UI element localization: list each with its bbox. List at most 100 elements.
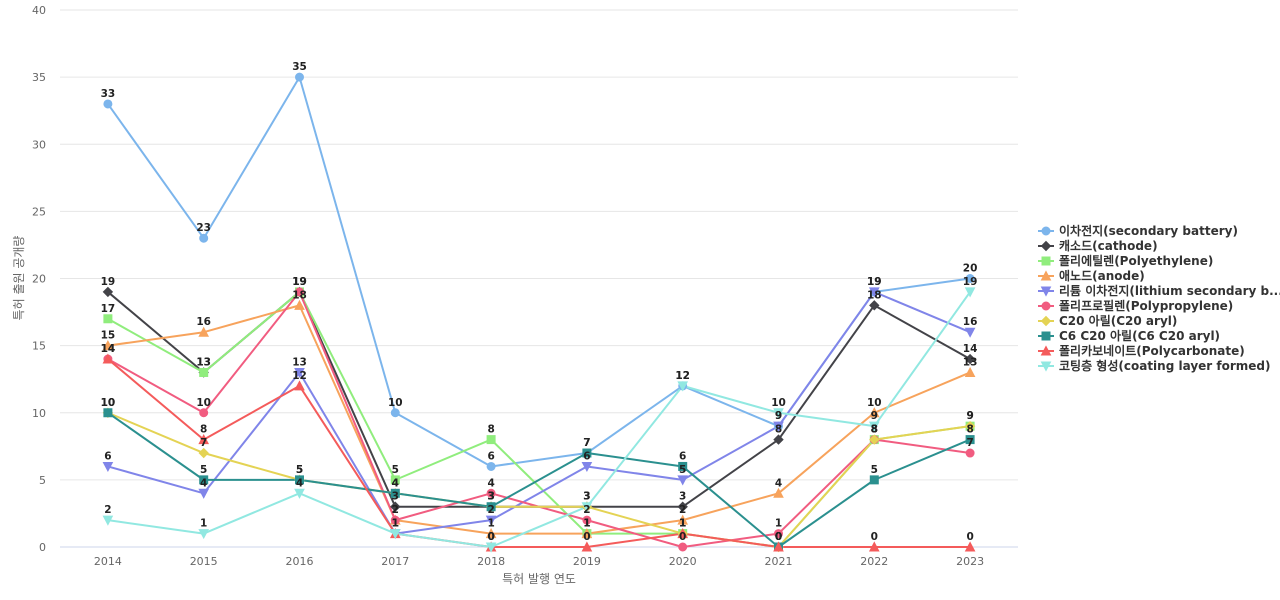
data-point[interactable] (965, 435, 975, 445)
data-point[interactable] (390, 488, 400, 498)
data-point[interactable] (294, 299, 305, 310)
data-point[interactable] (868, 287, 880, 298)
data-point[interactable] (581, 541, 593, 552)
data-point[interactable] (102, 286, 114, 298)
data-point[interactable] (485, 515, 497, 526)
data-point[interactable] (294, 380, 305, 391)
data-point[interactable] (678, 542, 688, 552)
data-point[interactable] (103, 99, 113, 109)
data-point[interactable] (677, 475, 689, 486)
legend-item[interactable]: C6 C20 아릴(C6 C20 aryl) (1038, 328, 1220, 343)
data-point[interactable] (677, 501, 688, 512)
data-point[interactable] (773, 408, 784, 419)
data-point[interactable] (773, 434, 784, 445)
data-point[interactable] (964, 287, 976, 298)
data-point[interactable] (198, 326, 210, 337)
data-point[interactable] (964, 353, 976, 365)
data-point[interactable] (677, 514, 689, 525)
data-point[interactable] (868, 407, 880, 418)
data-point[interactable] (486, 502, 496, 512)
legend-symbol[interactable] (1040, 240, 1052, 252)
data-point[interactable] (295, 72, 304, 82)
data-point[interactable] (485, 542, 497, 553)
data-point[interactable] (102, 461, 114, 473)
legend-item[interactable]: 캐소드(cathode) (1038, 239, 1158, 253)
data-point[interactable] (964, 366, 976, 377)
data-point[interactable] (869, 434, 880, 445)
legend-symbol[interactable] (1041, 226, 1051, 236)
data-label: 19 (292, 276, 307, 288)
legend-symbol[interactable] (1040, 270, 1052, 281)
x-tick-label: 2021 (765, 555, 793, 568)
data-point[interactable] (199, 367, 209, 377)
data-point[interactable] (199, 475, 209, 485)
legend-item[interactable]: 이차전지(secondary battery) (1038, 223, 1238, 238)
data-point[interactable] (964, 420, 976, 432)
data-point[interactable] (390, 475, 400, 485)
data-point[interactable] (294, 367, 305, 379)
data-point[interactable] (199, 408, 209, 418)
data-point[interactable] (581, 528, 593, 539)
data-label: 10 (388, 397, 403, 409)
legend-item[interactable]: 리튬 이차전지(lithium secondary b... (1038, 283, 1280, 298)
data-point[interactable] (869, 300, 880, 311)
data-label: 5 (296, 464, 303, 476)
legend-symbol[interactable] (1040, 361, 1052, 372)
data-point[interactable] (582, 448, 592, 458)
legend-item[interactable]: 폴리에틸렌(Polyethylene) (1038, 253, 1213, 268)
data-point[interactable] (773, 541, 784, 552)
data-point[interactable] (103, 408, 113, 418)
data-point[interactable] (677, 381, 689, 392)
data-point[interactable] (486, 435, 496, 445)
data-point[interactable] (103, 314, 113, 324)
legend-item[interactable]: 폴리프로필렌(Polypropylene) (1038, 298, 1233, 313)
data-point[interactable] (486, 488, 496, 498)
data-point[interactable] (485, 528, 497, 539)
data-point[interactable] (773, 487, 784, 498)
data-point[interactable] (964, 541, 976, 552)
data-point[interactable] (198, 434, 210, 445)
data-point[interactable] (868, 421, 880, 432)
data-point[interactable] (198, 529, 210, 540)
data-point[interactable] (869, 475, 879, 485)
y-tick-label: 5 (39, 474, 46, 487)
y-tick-label: 25 (32, 205, 46, 218)
data-point[interactable] (390, 501, 401, 512)
data-point[interactable] (965, 274, 975, 283)
data-label: 4 (296, 477, 303, 489)
data-point[interactable] (295, 475, 304, 485)
data-point[interactable] (102, 340, 114, 351)
data-point[interactable] (198, 488, 210, 499)
data-point[interactable] (390, 408, 400, 418)
data-point[interactable] (774, 529, 783, 539)
data-point[interactable] (294, 488, 305, 499)
data-point[interactable] (868, 541, 880, 552)
legend-symbol[interactable] (1040, 345, 1052, 356)
data-point[interactable] (582, 515, 592, 525)
legend-symbol[interactable] (1041, 331, 1051, 341)
legend-item[interactable]: C20 아릴(C20 aryl) (1038, 313, 1177, 328)
legend-item[interactable]: 애노드(anode) (1038, 268, 1145, 283)
data-point[interactable] (199, 233, 209, 243)
legend-symbol[interactable] (1040, 286, 1052, 297)
data-point[interactable] (678, 461, 688, 471)
legend-symbol[interactable] (1040, 315, 1052, 327)
legend-item[interactable]: 폴리카보네이트(Polycarbonate) (1038, 343, 1245, 358)
data-point[interactable] (389, 529, 401, 540)
data-point[interactable] (581, 502, 593, 513)
data-point[interactable] (102, 515, 114, 526)
data-point[interactable] (773, 421, 784, 432)
data-point[interactable] (198, 447, 209, 459)
data-label: 18 (292, 289, 307, 301)
data-point[interactable] (965, 448, 975, 458)
legend-symbol[interactable] (1041, 301, 1051, 311)
data-point[interactable] (102, 353, 114, 364)
data-point[interactable] (677, 528, 689, 539)
legend-symbol[interactable] (1041, 256, 1051, 266)
data-point[interactable] (295, 287, 304, 297)
data-point[interactable] (390, 515, 400, 525)
data-point[interactable] (486, 461, 496, 471)
data-point[interactable] (964, 327, 976, 338)
legend-item[interactable]: 코팅층 형성(coating layer formed) (1038, 358, 1270, 373)
data-point[interactable] (581, 461, 593, 473)
